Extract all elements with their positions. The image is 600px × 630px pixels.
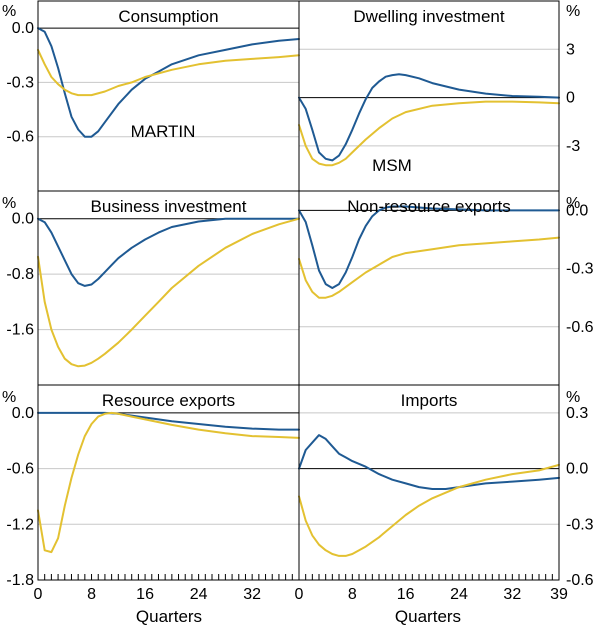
panel-title-non-resource-exports: Non-resource exports bbox=[347, 197, 510, 216]
series-msm-dwelling-investment bbox=[298, 100, 560, 167]
series-martin-imports bbox=[298, 434, 560, 490]
panel-title-imports: Imports bbox=[401, 391, 458, 410]
y-tick-label-consumption: -0.6 bbox=[6, 129, 34, 146]
series-msm-business-investment bbox=[37, 217, 300, 368]
panel-consumption: 0.0 -0.3 -0.6 Consumption bbox=[6, 0, 300, 192]
y-tick-label-business-investment: -0.8 bbox=[6, 266, 34, 283]
x-tick-label: 16 bbox=[136, 586, 154, 603]
panel-frame-business-investment bbox=[37, 190, 300, 386]
series-martin-resource-exports bbox=[37, 411, 300, 431]
x-axis-right: 0 8 16 24 32 39 bbox=[295, 574, 568, 603]
y-tick-label-imports: 0.0 bbox=[566, 461, 588, 478]
unit-label-row3-left: % bbox=[2, 389, 16, 406]
x-tick-label: 32 bbox=[503, 586, 521, 603]
y-tick-label-non-resource-exports: 0.0 bbox=[566, 202, 588, 219]
y-tick-label-consumption: -0.3 bbox=[6, 74, 34, 91]
panel-dwelling-investment: 3 0 -3 Dwelling investment bbox=[298, 0, 580, 192]
series-msm-consumption bbox=[37, 48, 300, 97]
x-tick-label: 39 bbox=[550, 586, 568, 603]
y-tick-label-non-resource-exports: -0.3 bbox=[566, 261, 594, 278]
y-tick-label-consumption: 0.0 bbox=[12, 20, 34, 37]
series-label-martin: MARTIN bbox=[131, 122, 196, 141]
unit-label-row2-left: % bbox=[2, 195, 16, 212]
y-tick-label-business-investment: -1.6 bbox=[6, 322, 34, 339]
panel-frame-non-resource-exports bbox=[298, 190, 560, 386]
y-tick-label-dwelling-investment: 3 bbox=[566, 41, 575, 58]
series-martin-consumption bbox=[37, 27, 300, 138]
series-martin-business-investment bbox=[37, 217, 300, 287]
panel-frame-imports bbox=[298, 384, 560, 581]
x-tick-label: 16 bbox=[397, 586, 415, 603]
x-tick-label: 0 bbox=[295, 586, 304, 603]
panel-title-dwelling-investment: Dwelling investment bbox=[353, 7, 504, 26]
panels-group: 0.0 -0.3 -0.6 Consumption 3 0 -3 Dwelling inves… bbox=[6, 0, 594, 589]
x-axis-label-right: Quarters bbox=[395, 607, 461, 626]
x-axis-label-left: Quarters bbox=[136, 607, 202, 626]
series-martin-dwelling-investment bbox=[298, 73, 560, 162]
y-tick-label-imports: -0.6 bbox=[566, 572, 594, 589]
panel-title-resource-exports: Resource exports bbox=[102, 391, 235, 410]
y-tick-label-resource-exports: -1.2 bbox=[6, 516, 34, 533]
y-tick-label-business-investment: 0.0 bbox=[12, 211, 34, 228]
y-tick-label-imports: 0.3 bbox=[566, 405, 588, 422]
panel-resource-exports: 0.0 -0.6 -1.2 -1.8 Resource exports bbox=[6, 384, 300, 589]
y-tick-label-resource-exports: -1.8 bbox=[6, 572, 34, 589]
panel-business-investment: 0.0 -0.8 -1.6 Business investment bbox=[6, 190, 300, 386]
series-label-msm: MSM bbox=[372, 156, 412, 175]
series-msm-resource-exports bbox=[37, 411, 300, 554]
x-tick-label: 8 bbox=[348, 586, 357, 603]
y-tick-label-resource-exports: 0.0 bbox=[12, 405, 34, 422]
panel-imports: 0.3 0.0 -0.3 -0.6 Imports bbox=[298, 384, 594, 589]
unit-label-row1-left: % bbox=[2, 3, 16, 20]
panel-non-resource-exports: 0.0 -0.3 -0.6 Non-resource exports bbox=[298, 190, 594, 386]
x-tick-label: 8 bbox=[87, 586, 96, 603]
panel-frame-consumption bbox=[37, 0, 300, 192]
series-msm-imports bbox=[298, 463, 560, 557]
x-tick-label: 24 bbox=[450, 586, 468, 603]
panel-title-business-investment: Business investment bbox=[91, 197, 247, 216]
x-tick-label: 0 bbox=[34, 586, 43, 603]
unit-label-row3-right: % bbox=[566, 389, 580, 406]
unit-label-row1-right: % bbox=[566, 3, 580, 20]
y-tick-label-imports: -0.3 bbox=[566, 516, 594, 533]
y-tick-label-dwelling-investment: 0 bbox=[566, 90, 575, 107]
unit-label-row2-right: % bbox=[566, 195, 580, 212]
panel-title-consumption: Consumption bbox=[118, 7, 218, 26]
series-martin-non-resource-exports bbox=[298, 205, 560, 289]
series-msm-non-resource-exports bbox=[298, 236, 560, 299]
x-tick-label: 32 bbox=[243, 586, 261, 603]
y-tick-label-non-resource-exports: -0.6 bbox=[566, 319, 594, 336]
y-tick-label-resource-exports: -0.6 bbox=[6, 461, 34, 478]
y-tick-label-dwelling-investment: -3 bbox=[566, 138, 580, 155]
panel-frame-resource-exports bbox=[37, 384, 300, 581]
x-axis-left: 0 8 16 24 32 bbox=[34, 574, 300, 603]
x-tick-label: 24 bbox=[190, 586, 208, 603]
